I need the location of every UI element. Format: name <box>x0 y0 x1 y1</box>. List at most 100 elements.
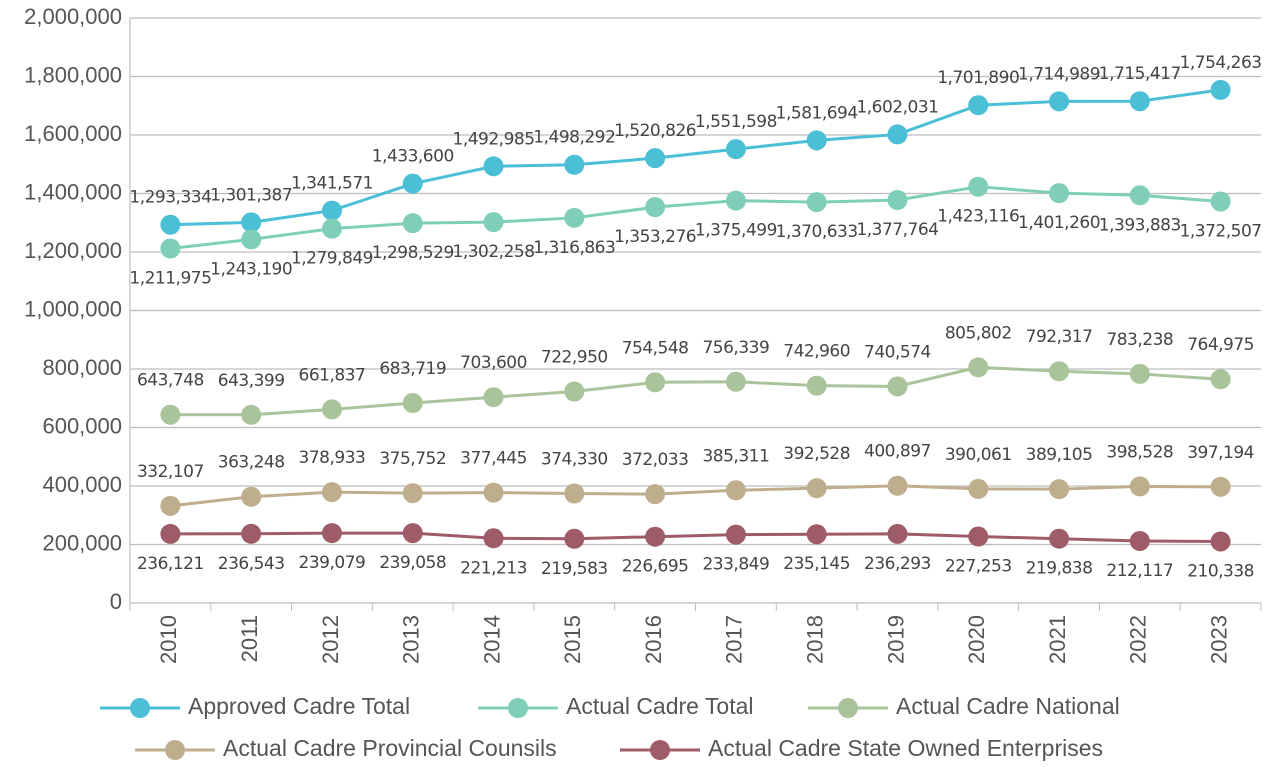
y-tick-label: 1,200,000 <box>24 238 122 263</box>
data-point <box>1049 528 1070 549</box>
data-label: 389,105 <box>1026 445 1093 465</box>
data-label: 764,975 <box>1187 335 1254 355</box>
data-label: 1,341,571 <box>291 174 373 194</box>
data-label: 1,393,883 <box>1099 215 1181 235</box>
y-tick-label: 1,600,000 <box>24 121 122 146</box>
y-tick-label: 1,000,000 <box>24 296 122 321</box>
data-point <box>806 130 827 151</box>
data-point <box>1049 183 1070 204</box>
data-point <box>1210 79 1231 100</box>
data-point <box>321 200 342 221</box>
data-point <box>887 190 908 211</box>
data-point <box>806 524 827 545</box>
y-tick-label: 200,000 <box>42 530 122 555</box>
data-point <box>968 478 989 499</box>
y-tick-label: 2,000,000 <box>24 4 122 29</box>
data-point <box>645 484 666 505</box>
data-point <box>968 357 989 378</box>
data-label: 1,316,863 <box>533 238 615 258</box>
x-tick-label: 2019 <box>883 615 908 664</box>
data-point <box>483 156 504 177</box>
data-label: 372,033 <box>622 450 689 470</box>
y-tick-label: 400,000 <box>42 472 122 497</box>
data-label: 1,375,499 <box>695 221 777 241</box>
data-point <box>483 387 504 408</box>
data-point <box>887 475 908 496</box>
legend-marker <box>508 698 528 718</box>
y-tick-label: 0 <box>110 589 122 614</box>
data-label: 400,897 <box>864 442 931 462</box>
data-point <box>806 478 827 499</box>
data-label: 756,339 <box>702 338 769 358</box>
data-label: 233,849 <box>702 555 769 575</box>
data-point <box>321 482 342 503</box>
data-point <box>402 523 423 544</box>
data-label: 392,528 <box>783 444 850 464</box>
data-point <box>725 371 746 392</box>
data-label: 661,837 <box>299 365 366 385</box>
data-point <box>564 154 585 175</box>
data-label: 1,714,989 <box>1018 64 1100 84</box>
data-point <box>1129 185 1150 206</box>
data-point <box>241 523 262 544</box>
data-label: 1,701,890 <box>937 68 1019 88</box>
data-label: 754,548 <box>622 338 689 358</box>
data-label: 1,243,190 <box>210 259 292 279</box>
x-tick-label: 2013 <box>399 615 424 664</box>
data-label: 1,551,598 <box>695 112 777 132</box>
data-point <box>1129 91 1150 112</box>
data-label: 1,377,764 <box>856 220 938 240</box>
data-point <box>725 190 746 211</box>
data-label: 1,715,417 <box>1099 64 1181 84</box>
data-point <box>1129 530 1150 551</box>
legend-label: Actual Cadre Provincial Counsils <box>223 735 557 761</box>
data-point <box>887 523 908 544</box>
data-point <box>564 528 585 549</box>
data-point <box>564 483 585 504</box>
data-label: 236,121 <box>137 554 204 574</box>
data-label: 1,211,975 <box>129 268 211 288</box>
data-point <box>160 404 181 425</box>
data-point <box>483 528 504 549</box>
data-label: 1,293,334 <box>129 188 211 208</box>
data-label: 1,498,292 <box>533 128 615 148</box>
legend-marker <box>838 698 858 718</box>
data-point <box>160 214 181 235</box>
data-label: 397,194 <box>1187 443 1254 463</box>
data-label: 783,238 <box>1106 330 1173 350</box>
data-point <box>645 197 666 218</box>
data-label: 332,107 <box>137 462 204 482</box>
x-tick-label: 2010 <box>156 615 181 664</box>
data-point <box>887 124 908 145</box>
data-label: 1,754,263 <box>1180 53 1262 73</box>
data-point <box>645 148 666 169</box>
data-label: 227,253 <box>945 557 1012 577</box>
data-label: 390,061 <box>945 445 1012 465</box>
data-point <box>806 375 827 396</box>
legend-marker <box>165 740 185 760</box>
legend-label: Actual Cadre Total <box>566 693 754 719</box>
data-label: 226,695 <box>622 557 689 577</box>
series-line <box>170 185 1221 250</box>
data-point <box>1049 361 1070 382</box>
data-label: 235,145 <box>783 554 850 574</box>
data-point <box>1210 191 1231 212</box>
data-point <box>564 381 585 402</box>
legend-label: Actual Cadre State Owned Enterprises <box>708 735 1103 761</box>
data-point <box>241 212 262 233</box>
data-point <box>241 486 262 507</box>
data-point <box>160 495 181 516</box>
data-label: 219,838 <box>1026 559 1093 579</box>
data-label: 385,311 <box>702 446 769 466</box>
series-line <box>170 531 1221 543</box>
data-point <box>321 218 342 239</box>
y-tick-label: 800,000 <box>42 355 122 380</box>
data-label: 1,401,260 <box>1018 213 1100 233</box>
data-point <box>160 523 181 544</box>
data-label: 378,933 <box>299 448 366 468</box>
series-line <box>170 365 1221 417</box>
y-tick-label: 1,800,000 <box>24 62 122 87</box>
data-label: 1,298,529 <box>372 243 454 263</box>
x-tick-label: 2014 <box>479 615 504 664</box>
data-point <box>1129 476 1150 497</box>
